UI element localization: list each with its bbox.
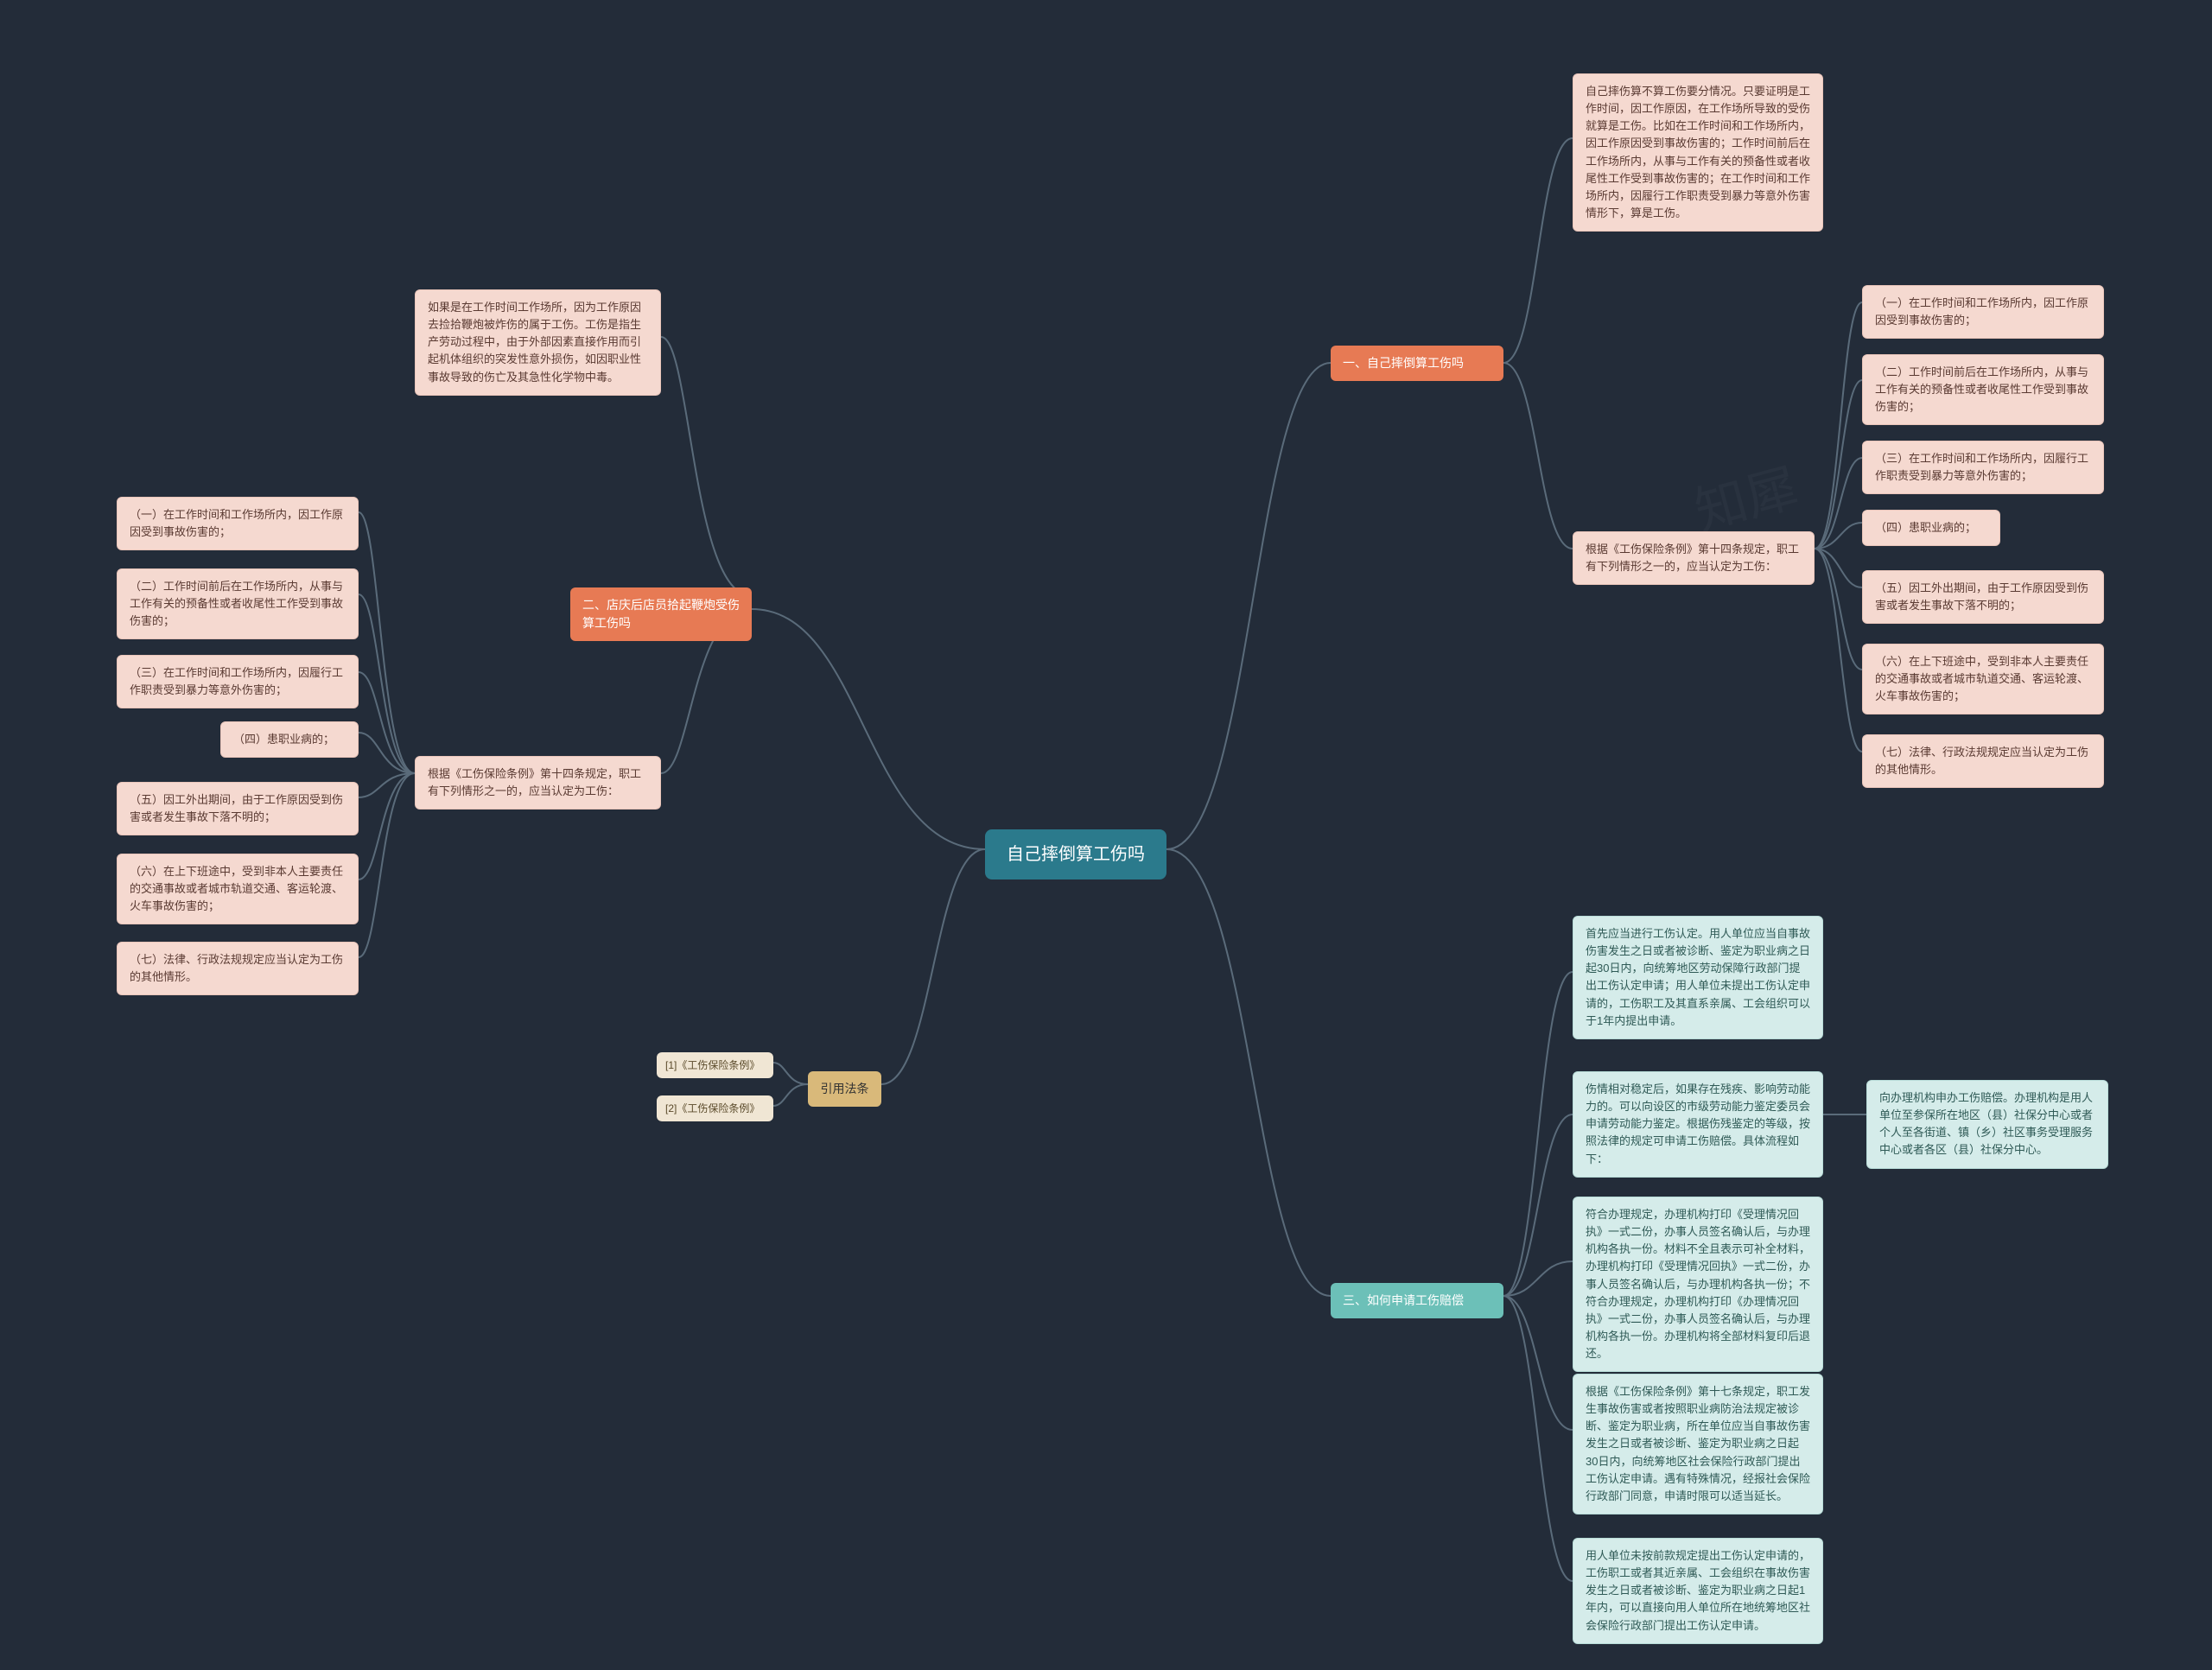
- branch-3-title[interactable]: 三、如何申请工伤赔偿: [1331, 1283, 1503, 1318]
- branch-3-para-2-child: 向办理机构申办工伤赔偿。办理机构是用人单位至参保所在地区（县）社保分中心或者个人…: [1866, 1080, 2108, 1169]
- branch-3-para-1: 首先应当进行工伤认定。用人单位应当自事故伤害发生之日或者被诊断、鉴定为职业病之日…: [1573, 916, 1823, 1039]
- branch-2-item-2: （二）工作时间前后在工作场所内，从事与工作有关的预备性或者收尾性工作受到事故伤害…: [117, 568, 359, 639]
- branch-2-item-6: （六）在上下班途中，受到非本人主要责任的交通事故或者城市轨道交通、客运轮渡、火车…: [117, 854, 359, 924]
- branch-2-item-5: （五）因工外出期间，由于工作原因受到伤害或者发生事故下落不明的；: [117, 782, 359, 835]
- branch-2-item-7: （七）法律、行政法规规定应当认定为工伤的其他情形。: [117, 942, 359, 995]
- branch-2-item-4: （四）患职业病的；: [220, 721, 359, 758]
- branch-1-item-5: （五）因工外出期间，由于工作原因受到伤害或者发生事故下落不明的；: [1862, 570, 2104, 624]
- branch-2-item-3: （三）在工作时间和工作场所内，因履行工作职责受到暴力等意外伤害的；: [117, 655, 359, 708]
- branch-2-title[interactable]: 二、店庆后店员拾起鞭炮受伤算工伤吗: [570, 587, 752, 641]
- watermark: 知犀: [1686, 446, 1805, 545]
- branch-3-para-3: 符合办理规定，办理机构打印《受理情况回执》一式二份，办事人员签名确认后，与办理机…: [1573, 1197, 1823, 1372]
- branch-1-item-3: （三）在工作时间和工作场所内，因履行工作职责受到暴力等意外伤害的；: [1862, 441, 2104, 494]
- branch-1-item-2: （二）工作时间前后在工作场所内，从事与工作有关的预备性或者收尾性工作受到事故伤害…: [1862, 354, 2104, 425]
- branch-1-para-1: 自己摔伤算不算工伤要分情况。只要证明是工作时间，因工作原因，在工作场所导致的受伤…: [1573, 73, 1823, 232]
- branch-1-para-2: 根据《工伤保险条例》第十四条规定，职工有下列情形之一的，应当认定为工伤：: [1573, 531, 1815, 585]
- branch-2-para-2: 根据《工伤保险条例》第十四条规定，职工有下列情形之一的，应当认定为工伤：: [415, 756, 661, 810]
- branch-1-item-1: （一）在工作时间和工作场所内，因工作原因受到事故伤害的；: [1862, 285, 2104, 339]
- branch-1-item-6: （六）在上下班途中，受到非本人主要责任的交通事故或者城市轨道交通、客运轮渡、火车…: [1862, 644, 2104, 714]
- branch-1-title[interactable]: 一、自己摔倒算工伤吗: [1331, 346, 1503, 381]
- root-node[interactable]: 自己摔倒算工伤吗: [985, 829, 1166, 879]
- branch-1-item-7: （七）法律、行政法规规定应当认定为工伤的其他情形。: [1862, 734, 2104, 788]
- branch-3-para-2: 伤情相对稳定后，如果存在残疾、影响劳动能力的。可以向设区的市级劳动能力鉴定委员会…: [1573, 1071, 1823, 1178]
- refs-title[interactable]: 引用法条: [808, 1071, 881, 1107]
- branch-3-para-4: 根据《工伤保险条例》第十七条规定，职工发生事故伤害或者按照职业病防治法规定被诊断…: [1573, 1374, 1823, 1514]
- refs-item-2: [2]《工伤保险条例》: [657, 1095, 773, 1121]
- branch-2-para-1: 如果是在工作时间工作场所，因为工作原因去捡拾鞭炮被炸伤的属于工伤。工伤是指生产劳…: [415, 289, 661, 396]
- refs-item-1: [1]《工伤保险条例》: [657, 1052, 773, 1078]
- branch-2-item-1: （一）在工作时间和工作场所内，因工作原因受到事故伤害的；: [117, 497, 359, 550]
- branch-3-para-5: 用人单位未按前款规定提出工伤认定申请的，工伤职工或者其近亲属、工会组织在事故伤害…: [1573, 1538, 1823, 1644]
- branch-1-item-4: （四）患职业病的；: [1862, 510, 2000, 546]
